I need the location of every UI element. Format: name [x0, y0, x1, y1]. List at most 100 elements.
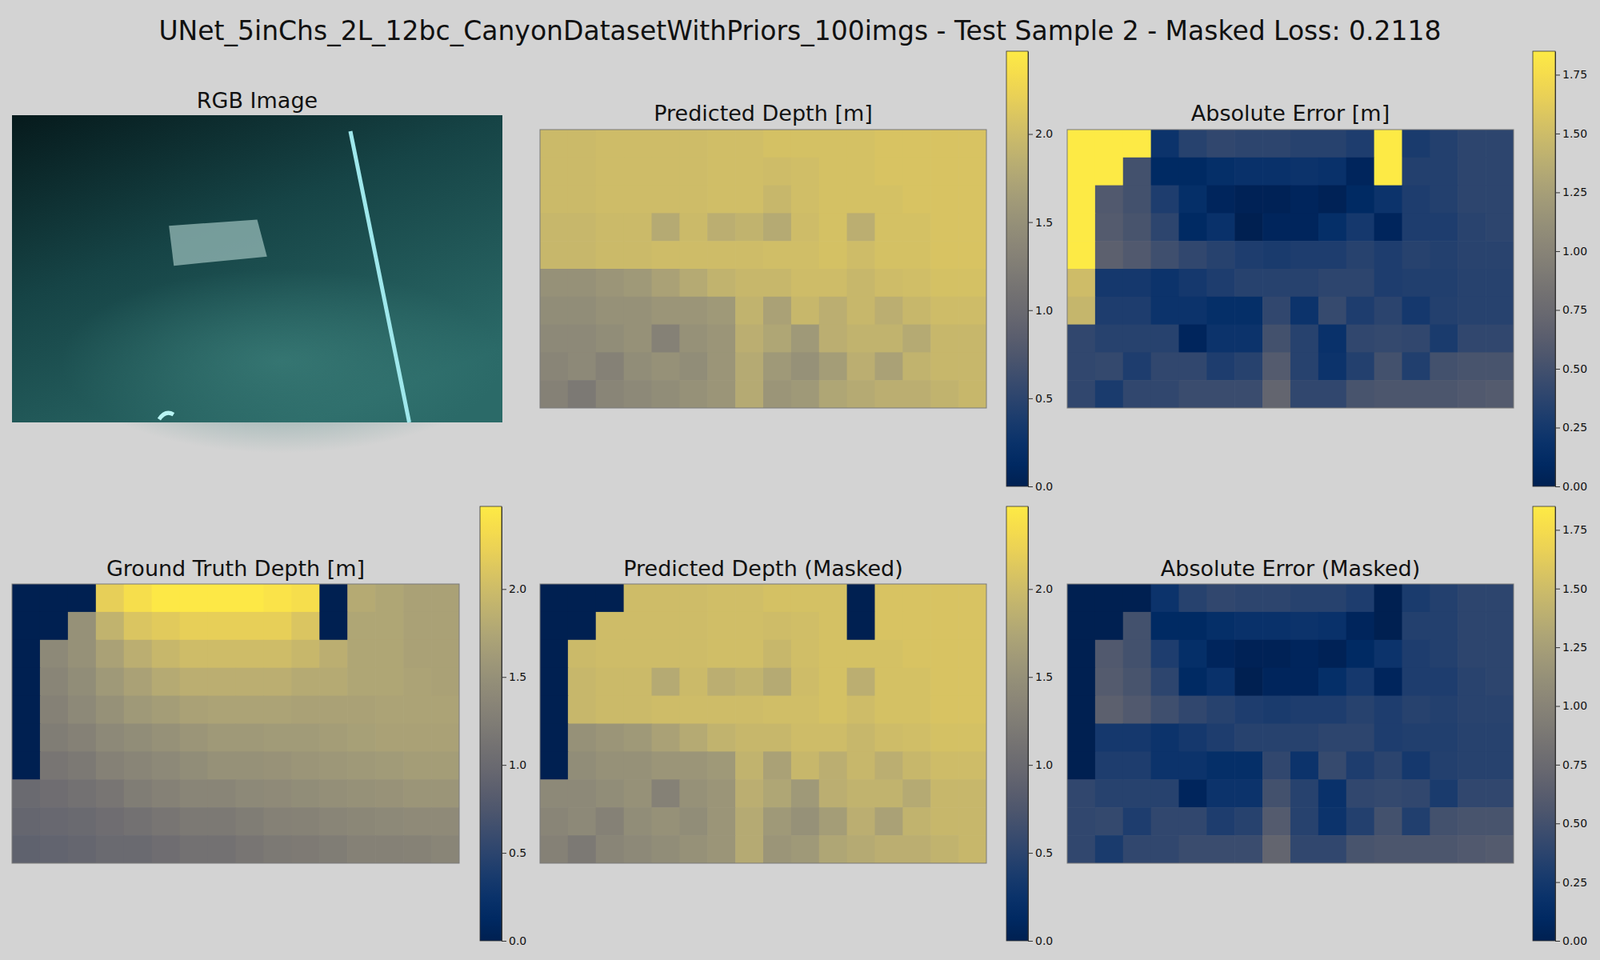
heatmap-cell: [1095, 584, 1124, 613]
heatmap-cell: [208, 724, 237, 753]
heatmap-cell: [707, 296, 736, 325]
colorbar-tick: 1.75: [1555, 68, 1588, 81]
heatmap-cell: [124, 807, 153, 836]
heatmap-cell: [40, 807, 69, 836]
colorbar-tick: 1.25: [1555, 640, 1588, 654]
heatmap-cell: [1262, 352, 1291, 380]
heatmap-cell: [1095, 352, 1124, 380]
colorbar-tick-label: 1.5: [1035, 670, 1053, 684]
heatmap-cell: [68, 807, 97, 836]
heatmap-cell: [1318, 807, 1347, 836]
colorbar-tick-mark: [1028, 940, 1033, 942]
colorbar-tick-mark: [1555, 705, 1560, 707]
heatmap-cell: [1402, 584, 1431, 613]
colorbar: 0.00.51.01.52.0: [1006, 506, 1053, 948]
heatmap-cell: [319, 668, 348, 697]
heatmap-cell: [1402, 129, 1431, 158]
heatmap-cell: [735, 696, 764, 725]
heatmap-cell: [930, 779, 959, 808]
heatmap-cell: [652, 352, 680, 380]
colorbar-tick-label: 0.50: [1562, 816, 1588, 830]
heatmap-cell: [679, 212, 708, 241]
heatmap-cell: [68, 751, 97, 780]
heatmap-cell: [1179, 612, 1208, 641]
heatmap-cell: [1457, 268, 1486, 297]
heatmap-cell: [1123, 352, 1152, 380]
colorbar-tick-mark: [1028, 676, 1033, 678]
heatmap-cell: [1318, 268, 1347, 297]
heatmap-cell: [96, 751, 125, 780]
heatmap-cell: [735, 724, 764, 753]
heatmap-cell: [1402, 352, 1431, 380]
heatmap-cell: [930, 584, 959, 613]
heatmap-cell: [1262, 668, 1291, 697]
heatmap-cell: [96, 584, 125, 613]
heatmap-cell: [791, 751, 820, 780]
heatmap-cell: [1123, 324, 1152, 353]
colorbar-tick-label: 1.00: [1562, 699, 1588, 712]
panel-title: Predicted Depth [m]: [653, 100, 873, 126]
colorbar-tick-mark: [501, 852, 507, 854]
colorbar-tick-label: 0.5: [1035, 392, 1053, 405]
heatmap-cell: [208, 751, 237, 780]
heatmap-cell: [902, 185, 931, 214]
heatmap-cell: [902, 751, 931, 780]
heatmap-cell: [1067, 640, 1096, 669]
heatmap-cell: [568, 324, 596, 353]
heatmap-cell: [1402, 696, 1431, 725]
heatmap-cell: [1429, 668, 1458, 697]
heatmap-cell: [1095, 129, 1124, 158]
heatmap-cell: [1346, 157, 1375, 186]
heatmap-cell: [1234, 157, 1263, 186]
heatmap-cell: [568, 268, 596, 297]
heatmap-cell: [707, 212, 736, 241]
heatmap-cell: [1179, 668, 1208, 697]
heatmap-cell: [375, 640, 404, 669]
heatmap-cell: [291, 668, 320, 697]
heatmap-cell: [763, 668, 792, 697]
heatmap-cell: [1402, 268, 1431, 297]
heatmap-cell: [624, 185, 652, 214]
heatmap-cell: [1151, 380, 1180, 408]
heatmap-cell: [1374, 212, 1403, 241]
heatmap-cell: [652, 668, 680, 697]
colorbar-tick: 0.75: [1555, 758, 1588, 772]
heatmap-cell: [1262, 157, 1291, 186]
heatmap-cell: [1095, 240, 1124, 269]
heatmap-cell: [1457, 835, 1486, 864]
heatmap-cell: [930, 157, 959, 186]
colorbar-gradient: [1532, 506, 1556, 941]
heatmap-cell: [763, 296, 792, 325]
heatmap-cell: [1318, 584, 1347, 613]
heatmap-cell: [319, 584, 348, 613]
heatmap-cell: [875, 129, 904, 158]
heatmap-cell: [68, 696, 97, 725]
heatmap-cell: [1374, 668, 1403, 697]
heatmap-cell: [707, 668, 736, 697]
heatmap-cell: [1374, 296, 1403, 325]
heatmap-cell: [1234, 268, 1263, 297]
heatmap-cell: [1457, 640, 1486, 669]
heatmap-cell: [1402, 240, 1431, 269]
heatmap-cell: [208, 696, 237, 725]
colorbar-tick-mark: [1555, 309, 1560, 311]
heatmap-cell: [1179, 751, 1208, 780]
heatmap-cell: [1374, 240, 1403, 269]
heatmap-cell: [347, 835, 376, 864]
heatmap-cell: [847, 696, 876, 725]
plot-frame: [540, 129, 987, 408]
heatmap-cell: [791, 779, 820, 808]
heatmap-cell: [540, 807, 568, 836]
heatmap-cell: [1234, 640, 1263, 669]
heatmap-cell: [1374, 640, 1403, 669]
heatmap-cell: [180, 612, 209, 641]
heatmap-cell: [540, 129, 568, 158]
heatmap-cell: [1206, 268, 1235, 297]
heatmap-cell: [1485, 240, 1514, 269]
heatmap-cell: [707, 835, 736, 864]
heatmap-cell: [791, 835, 820, 864]
heatmap-cell: [735, 668, 764, 697]
panel: [540, 584, 988, 864]
heatmap-cell: [875, 835, 904, 864]
heatmap-cell: [596, 212, 624, 241]
